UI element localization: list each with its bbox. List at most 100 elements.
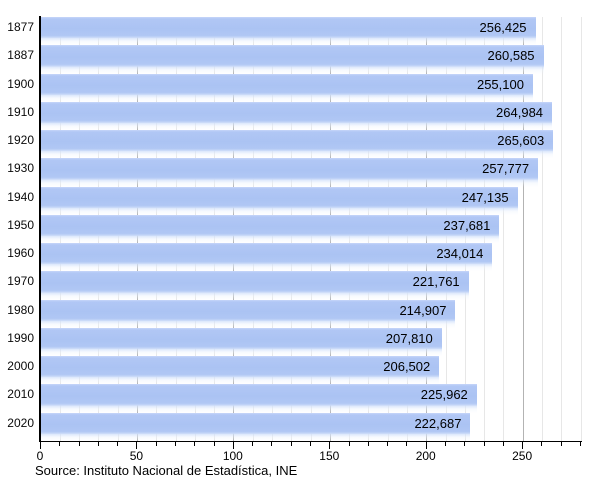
- x-tick-label: 150: [319, 449, 340, 463]
- x-tick-minor: [445, 442, 446, 446]
- bar: 221,761: [41, 271, 469, 300]
- year-label: 1950: [7, 217, 34, 232]
- bar: 247,135: [41, 186, 518, 215]
- bar-row: 2010 225,962: [7, 384, 581, 413]
- bar-value-label: 214,907: [399, 302, 447, 318]
- bar-value-label: 237,681: [443, 217, 491, 233]
- bar-row: 1900 255,100: [7, 73, 581, 102]
- x-tick-minor: [580, 442, 581, 446]
- year-label: 2020: [7, 415, 34, 430]
- x-tick-major: [329, 442, 331, 449]
- y-axis-line: [39, 16, 41, 442]
- bar-value-label: 260,585: [487, 48, 535, 64]
- source-note: Source: Instituto Nacional de Estadístic…: [35, 463, 298, 478]
- year-label: 1940: [7, 189, 34, 204]
- x-tick-label: 50: [129, 449, 144, 463]
- year-label: 1910: [7, 104, 34, 119]
- x-tick-minor: [78, 442, 80, 446]
- year-label: 1970: [7, 274, 34, 289]
- bar-value-label: 207,810: [385, 330, 433, 346]
- gridline-major: [522, 17, 524, 441]
- x-tick-minor: [464, 442, 466, 446]
- x-tick-minor: [59, 442, 61, 446]
- bar-row: 1960 234,014: [7, 243, 581, 272]
- x-tick-minor: [175, 442, 176, 446]
- bar-row: 1990 207,810: [7, 327, 581, 357]
- year-label: 1930: [7, 161, 34, 176]
- x-tick-major: [232, 442, 234, 449]
- x-tick-minor: [213, 442, 215, 446]
- bar-value-label: 256,425: [479, 20, 527, 35]
- x-tick-minor: [406, 442, 408, 446]
- bar-rows: 1877 256,425 1887 260,585 1900 255,100 1910 264…: [7, 17, 581, 441]
- bar: 264,984: [41, 101, 553, 131]
- bar: 214,907: [41, 299, 456, 328]
- gridline-minor: [580, 17, 582, 441]
- year-label: 2010: [7, 387, 34, 402]
- year-label: 1920: [7, 133, 34, 148]
- bar: 257,777: [41, 158, 539, 187]
- bar-value-label: 206,502: [383, 359, 431, 375]
- bar-value-label: 247,135: [461, 189, 509, 205]
- x-tick-major: [40, 442, 41, 449]
- year-label: 1990: [7, 330, 34, 345]
- x-tick-minor: [252, 442, 254, 446]
- plot-area: 1877 256,425 1887 260,585 1900 255,100 1910 264…: [7, 17, 582, 441]
- x-tick-minor: [310, 442, 311, 446]
- x-tick-minor: [367, 442, 369, 446]
- x-tick-minor: [97, 442, 99, 446]
- bar-row: 1980 214,907: [7, 299, 581, 328]
- x-tick-minor: [290, 442, 292, 446]
- bar: 234,014: [41, 243, 493, 272]
- x-axis-line: [39, 441, 582, 442]
- bar-row: 1887 260,585: [7, 45, 581, 74]
- bar-value-label: 225,962: [420, 387, 468, 403]
- year-label: 1900: [7, 76, 34, 91]
- x-tick-minor: [348, 442, 350, 446]
- bar: 260,585: [41, 45, 544, 74]
- bar: 207,810: [41, 327, 442, 357]
- year-label: 2000: [7, 359, 34, 374]
- x-tick-label: 200: [415, 449, 436, 463]
- bar-value-label: 265,603: [497, 133, 545, 149]
- year-label: 1887: [7, 48, 34, 63]
- x-tick-minor: [387, 442, 389, 446]
- bar: 256,425: [41, 17, 536, 46]
- x-tick-minor: [483, 442, 485, 446]
- bar-row: 1970 221,761: [7, 271, 581, 300]
- bar-value-label: 221,761: [412, 274, 460, 290]
- x-tick-minor: [271, 442, 273, 446]
- x-tick-major: [522, 442, 524, 449]
- x-tick-minor: [194, 442, 196, 446]
- bar-value-label: 255,100: [476, 76, 524, 92]
- bar-value-label: 257,777: [482, 161, 530, 177]
- bar-row: 1920 265,603: [7, 130, 581, 159]
- bar: 206,502: [41, 356, 440, 385]
- gridline-minor: [541, 17, 543, 441]
- gridline-minor: [561, 17, 563, 441]
- x-tick-minor: [117, 442, 119, 446]
- bar-row: 1930 257,777: [7, 158, 581, 187]
- bar-row: 2020 222,687: [7, 412, 581, 441]
- x-tick-label: 0: [36, 449, 44, 463]
- year-label: 1980: [7, 302, 34, 317]
- bar: 222,687: [41, 412, 471, 441]
- bar: 225,962: [41, 384, 477, 413]
- x-tick-label: 250: [512, 449, 533, 463]
- bar-row: 1940 247,135: [7, 186, 581, 215]
- x-tick-label: 100: [222, 449, 243, 463]
- bar-row: 1877 256,425: [7, 17, 581, 46]
- bar-value-label: 234,014: [436, 246, 484, 262]
- year-label: 1960: [7, 246, 34, 261]
- x-tick-major: [136, 442, 138, 449]
- bar: 255,100: [41, 73, 533, 102]
- x-tick-minor: [541, 442, 543, 446]
- bar-row: 2000 206,502: [7, 356, 581, 385]
- x-tick-minor: [155, 442, 157, 446]
- bar-value-label: 222,687: [414, 415, 462, 431]
- x-tick-minor: [560, 442, 562, 446]
- bar-row: 1950 237,681: [7, 214, 581, 244]
- bar-row: 1910 264,984: [7, 101, 581, 131]
- gridline-minor: [503, 17, 505, 441]
